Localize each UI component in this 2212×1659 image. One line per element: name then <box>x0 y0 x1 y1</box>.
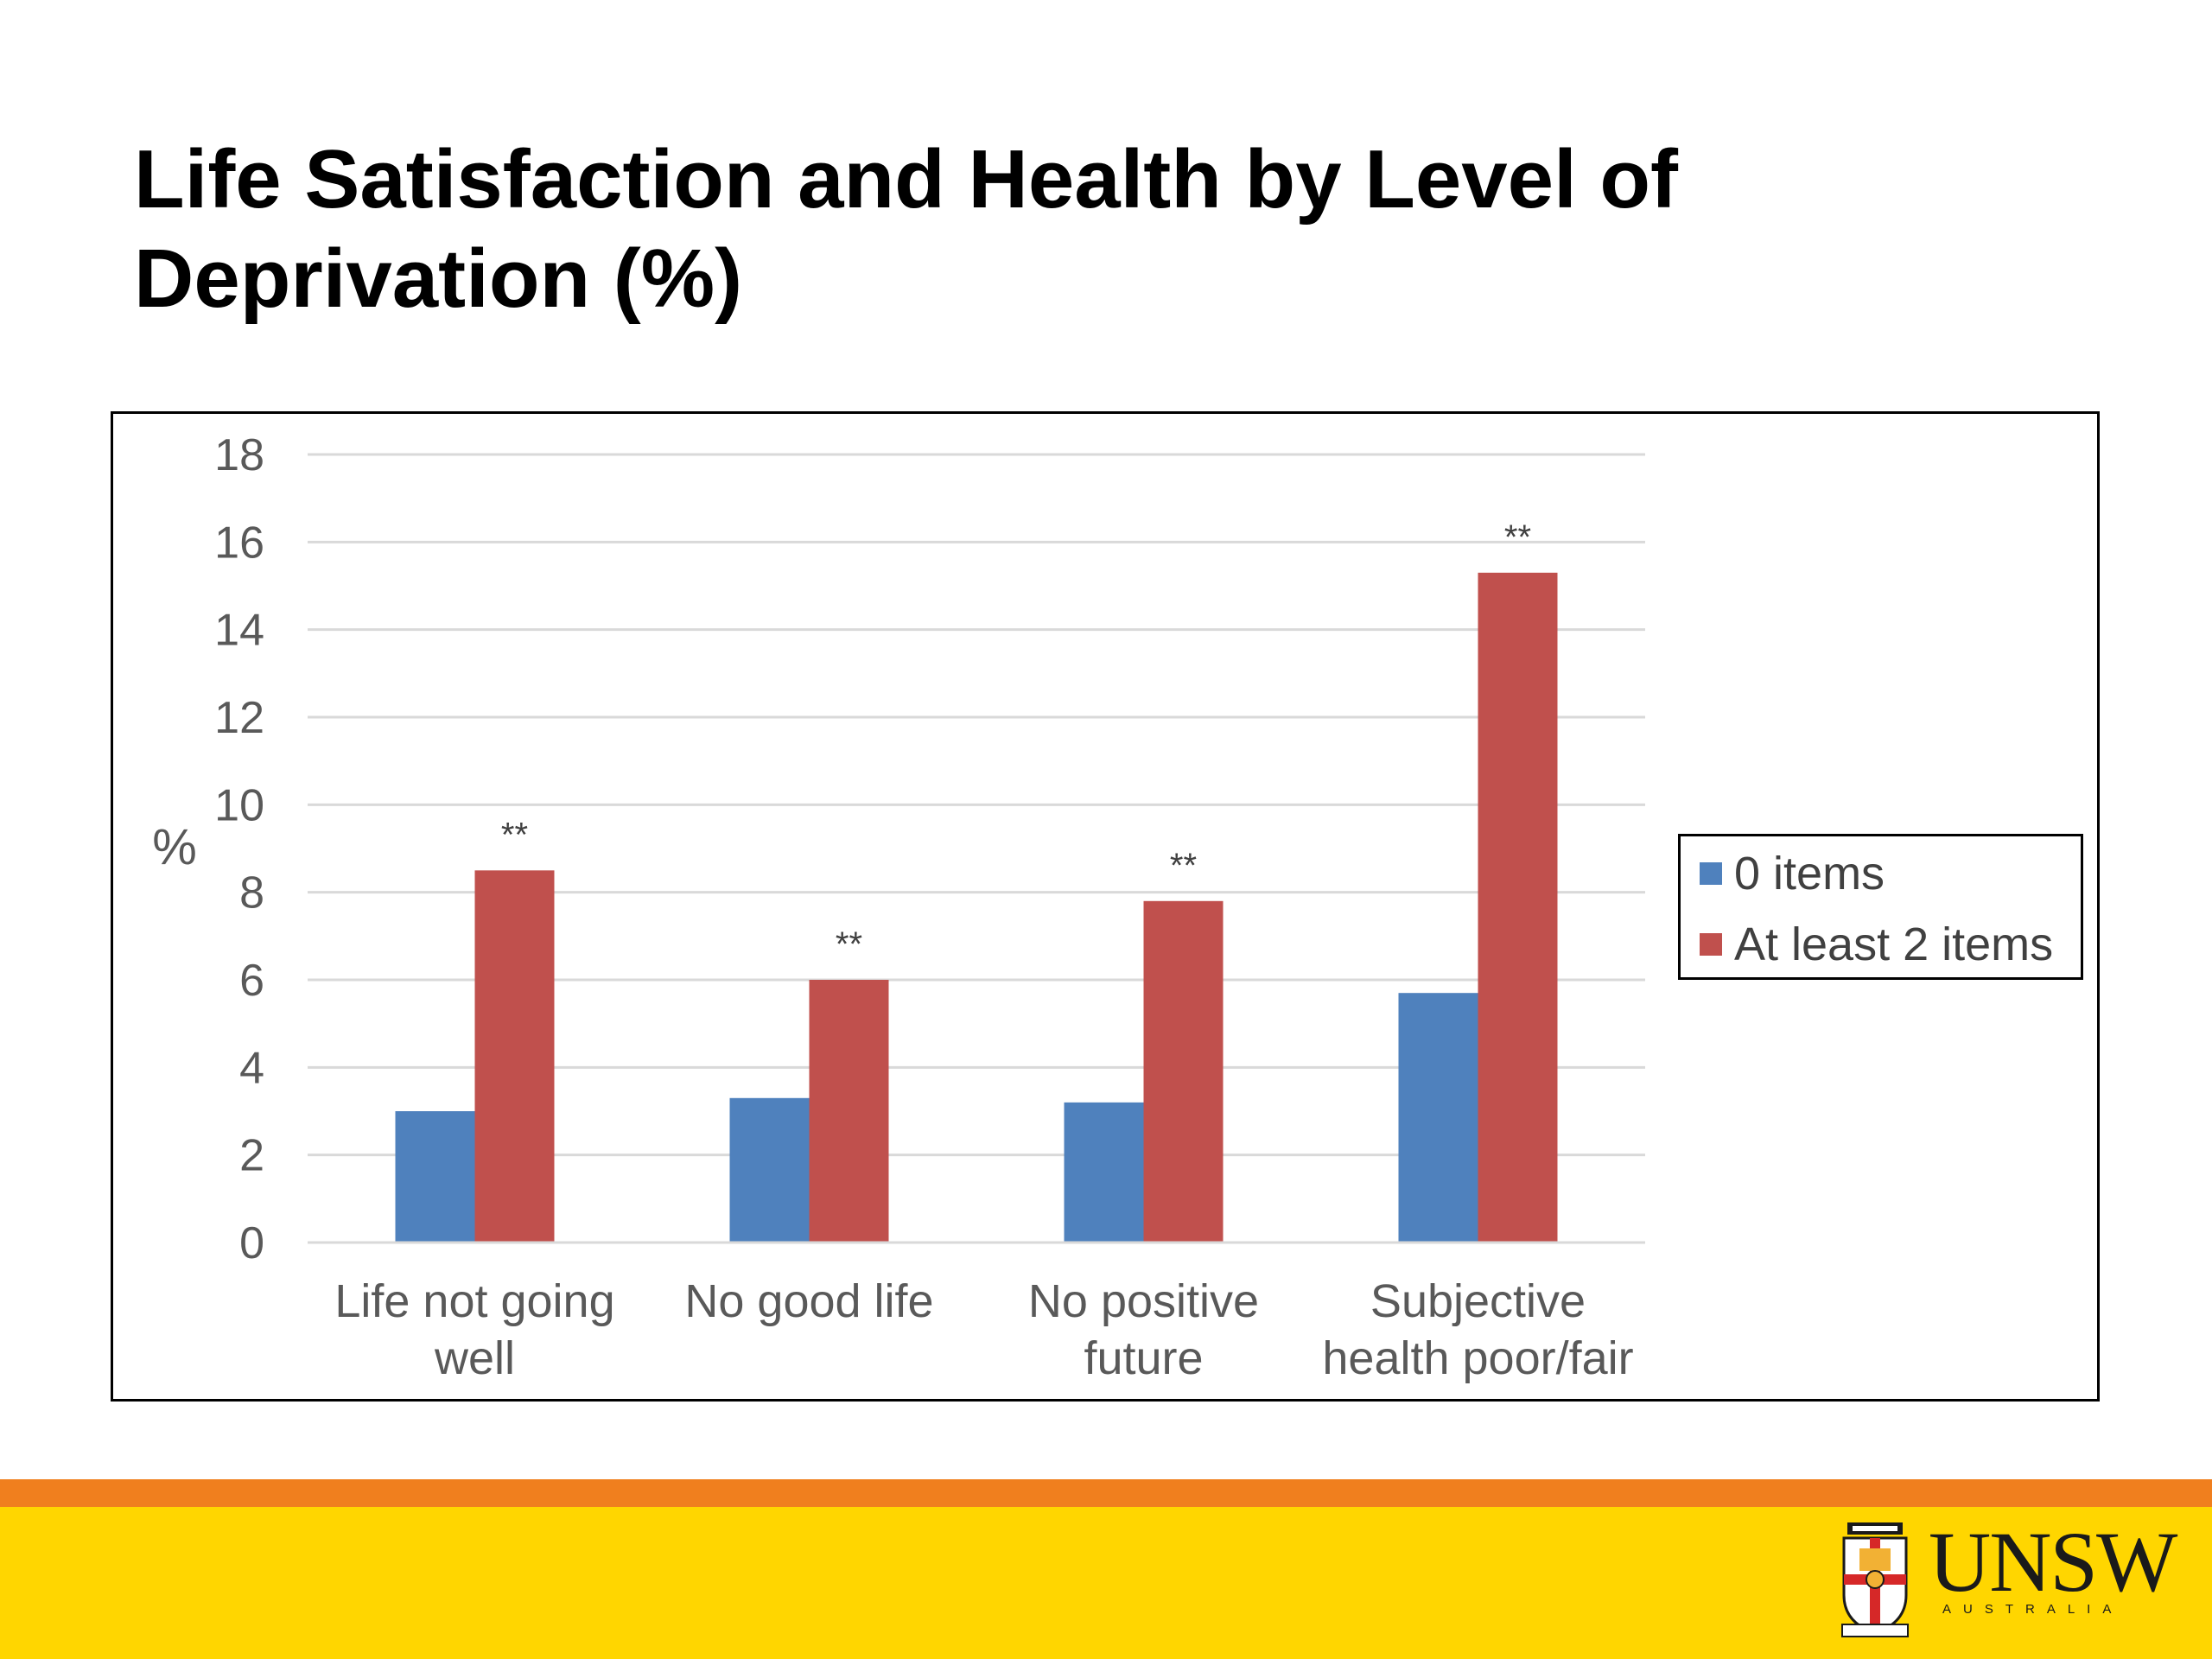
chart-legend: 0 items At least 2 items <box>1678 834 2083 980</box>
legend-label-0-items: 0 items <box>1734 848 1885 899</box>
y-tick-label: 16 <box>214 518 264 568</box>
y-tick-label: 4 <box>239 1043 264 1093</box>
bar-zero-items <box>1398 993 1478 1243</box>
x-category-label: No positive <box>1028 1275 1259 1327</box>
y-tick-label: 2 <box>239 1131 264 1181</box>
y-tick-label: 0 <box>239 1218 264 1268</box>
y-tick-label: 14 <box>214 606 264 656</box>
significance-annotation: ** <box>836 925 862 963</box>
bar-at-least-2-items <box>474 870 555 1243</box>
logo-wordmark: UNSW <box>1929 1514 2177 1610</box>
legend-label-at-least-2-items: At least 2 items <box>1734 918 2054 970</box>
bar-zero-items <box>395 1111 475 1243</box>
bar-at-least-2-items <box>1478 572 1558 1243</box>
bar-zero-items <box>1064 1102 1144 1243</box>
legend-swatch-0-items <box>1700 862 1722 885</box>
y-axis-label: % <box>152 819 197 875</box>
bar-at-least-2-items <box>809 980 889 1243</box>
significance-annotation: ** <box>1170 847 1197 885</box>
x-category-label: well <box>434 1332 515 1384</box>
y-tick-label: 18 <box>214 430 264 480</box>
significance-annotation: ** <box>501 816 528 854</box>
bar-at-least-2-items <box>1143 900 1224 1243</box>
legend-swatch-at-least-2-items <box>1700 933 1722 956</box>
y-tick-label: 6 <box>239 956 264 1006</box>
x-category-label: health poor/fair <box>1322 1332 1633 1384</box>
logo-subtext: AUSTRALIA <box>1942 1602 2124 1617</box>
chart-frame <box>111 411 2100 1402</box>
y-tick-label: 10 <box>214 780 264 830</box>
x-category-label: No good life <box>684 1275 933 1327</box>
x-category-label: future <box>1084 1332 1203 1384</box>
y-tick-label: 8 <box>239 868 264 918</box>
slide-title: Life Satisfaction and Health by Level of… <box>134 133 1679 325</box>
footer-orange-stripe <box>0 1479 2212 1507</box>
unsw-logo: UNSW AUSTRALIA <box>1839 1519 2177 1643</box>
x-category-label: Subjective <box>1370 1275 1586 1327</box>
unsw-crest-icon <box>1841 1522 1909 1637</box>
legend-item-0-items: 0 items <box>1700 848 1885 899</box>
legend-item-at-least-2-items: At least 2 items <box>1700 918 2053 970</box>
bar-zero-items <box>729 1097 810 1243</box>
y-tick-label: 12 <box>214 693 264 743</box>
significance-annotation: ** <box>1504 518 1531 556</box>
x-category-label: Life not going <box>334 1275 614 1327</box>
